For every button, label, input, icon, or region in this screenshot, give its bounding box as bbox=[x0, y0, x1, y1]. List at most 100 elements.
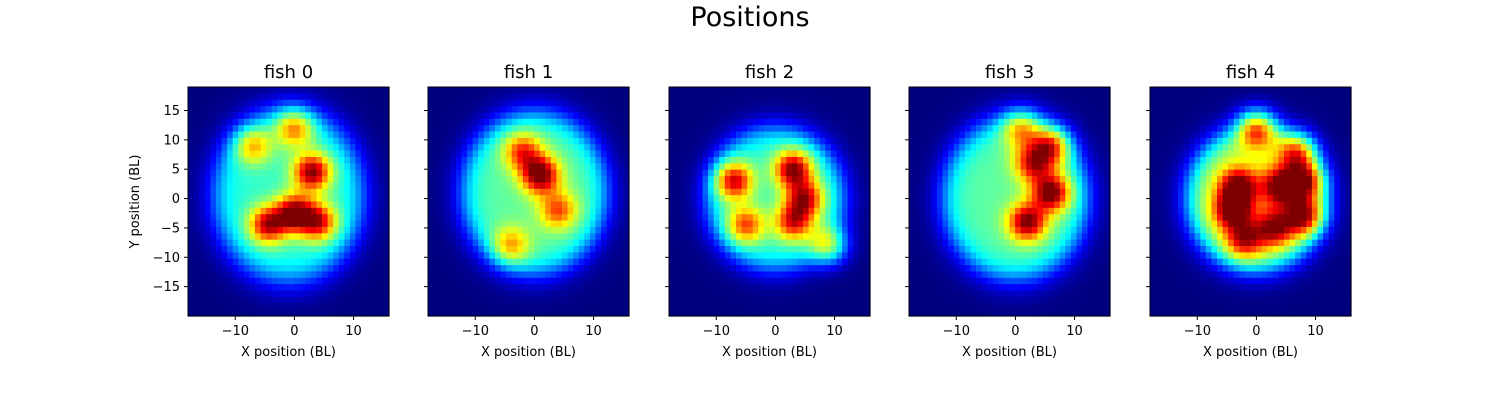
heatmap-cell bbox=[680, 125, 687, 133]
heatmap-cell bbox=[305, 239, 312, 247]
heatmap-cell bbox=[238, 125, 245, 133]
heatmap-cell bbox=[506, 207, 513, 215]
heatmap-cell bbox=[584, 169, 591, 177]
heatmap-cell bbox=[1087, 220, 1094, 228]
heatmap-cell bbox=[539, 271, 546, 279]
heatmap-cell bbox=[1076, 195, 1083, 203]
heatmap-cell bbox=[249, 137, 256, 145]
heatmap-cell bbox=[578, 277, 585, 285]
heatmap-cell bbox=[808, 131, 815, 139]
heatmap-cell bbox=[433, 125, 440, 133]
heatmap-cell bbox=[730, 207, 737, 215]
heatmap-cell bbox=[1043, 258, 1050, 266]
heatmap-cell bbox=[327, 131, 334, 139]
heatmap-cell bbox=[819, 265, 826, 273]
heatmap-cell bbox=[534, 239, 541, 247]
heatmap-cell bbox=[271, 296, 278, 304]
heatmap-cell bbox=[199, 258, 206, 266]
heatmap-cell bbox=[674, 112, 681, 120]
heatmap-cell bbox=[210, 144, 217, 152]
heatmap-cell bbox=[702, 265, 709, 273]
heatmap-cell bbox=[964, 144, 972, 152]
heatmap-cell bbox=[578, 265, 585, 273]
heatmap-cell bbox=[669, 195, 676, 203]
heatmap-cell bbox=[992, 125, 999, 133]
heatmap-cell bbox=[964, 182, 972, 190]
heatmap-cell bbox=[528, 265, 535, 273]
heatmap-cell bbox=[612, 303, 619, 311]
heatmap-cell bbox=[1048, 239, 1055, 247]
heatmap-cell bbox=[282, 309, 290, 317]
heatmap-cell bbox=[277, 169, 284, 177]
heatmap-cell bbox=[372, 163, 379, 171]
heatmap-cell bbox=[204, 303, 211, 311]
heatmap-cell bbox=[769, 150, 776, 158]
heatmap-cell bbox=[948, 169, 955, 177]
heatmap-cell bbox=[617, 207, 625, 215]
heatmap-cell bbox=[260, 99, 267, 107]
heatmap-cell bbox=[864, 182, 871, 190]
heatmap-cell bbox=[294, 195, 301, 203]
heatmap-cell bbox=[842, 150, 849, 158]
heatmap-cell bbox=[355, 176, 362, 184]
heatmap-cell bbox=[204, 150, 211, 158]
heatmap-cell bbox=[736, 188, 743, 196]
heatmap-cell bbox=[685, 252, 692, 260]
heatmap-cell bbox=[953, 144, 960, 152]
heatmap-cell bbox=[987, 214, 994, 222]
heatmap-cell bbox=[691, 99, 698, 107]
heatmap-cell bbox=[1098, 144, 1106, 152]
heatmap-cell bbox=[814, 207, 821, 215]
heatmap-cell bbox=[316, 303, 323, 311]
heatmap-cell bbox=[589, 118, 597, 126]
heatmap-cell bbox=[215, 176, 223, 184]
heatmap-cell bbox=[814, 137, 821, 145]
heatmap-cell bbox=[567, 188, 574, 196]
heatmap-cell bbox=[333, 195, 340, 203]
heatmap-cell bbox=[322, 106, 329, 114]
heatmap-cell bbox=[595, 169, 602, 177]
heatmap-cell bbox=[1015, 131, 1022, 139]
heatmap-cell bbox=[825, 214, 832, 222]
heatmap-cell bbox=[964, 163, 972, 171]
heatmap-cell bbox=[780, 112, 787, 120]
heatmap-cell bbox=[942, 163, 949, 171]
heatmap-cell bbox=[858, 290, 866, 298]
heatmap-cell bbox=[450, 188, 457, 196]
heatmap-cell bbox=[612, 112, 619, 120]
heatmap-cell bbox=[188, 106, 195, 114]
heatmap-cell bbox=[305, 182, 312, 190]
heatmap-cell bbox=[573, 220, 580, 228]
heatmap-cell bbox=[981, 182, 988, 190]
heatmap-cell bbox=[713, 233, 720, 241]
heatmap-cell bbox=[584, 118, 591, 126]
heatmap-cell bbox=[803, 296, 810, 304]
heatmap-cell bbox=[819, 93, 826, 101]
heatmap-cell bbox=[338, 156, 345, 164]
heatmap-cell bbox=[814, 195, 821, 203]
heatmap-cell bbox=[550, 284, 558, 292]
heatmap-cell bbox=[589, 284, 597, 292]
heatmap-cell bbox=[595, 271, 602, 279]
heatmap-cell bbox=[271, 87, 278, 94]
heatmap-cell bbox=[914, 131, 921, 139]
heatmap-cell bbox=[562, 125, 569, 133]
heatmap-cell bbox=[221, 201, 228, 209]
heatmap-cell bbox=[942, 137, 949, 145]
heatmap-cell bbox=[786, 112, 793, 120]
heatmap-cell bbox=[215, 207, 223, 215]
heatmap-cell bbox=[288, 258, 295, 266]
heatmap-cell bbox=[953, 246, 960, 253]
heatmap-cell bbox=[680, 284, 687, 292]
heatmap-cell bbox=[243, 277, 251, 285]
heatmap-cell bbox=[617, 246, 625, 253]
heatmap-cell bbox=[327, 271, 334, 279]
heatmap-cell bbox=[528, 106, 535, 114]
heatmap-cell bbox=[719, 277, 726, 285]
heatmap-cell bbox=[455, 87, 463, 94]
heatmap-cell bbox=[623, 106, 630, 114]
heatmap-cell bbox=[920, 239, 927, 247]
heatmap-cell bbox=[981, 99, 988, 107]
heatmap-cell bbox=[858, 131, 866, 139]
heatmap-cell bbox=[1020, 207, 1027, 215]
